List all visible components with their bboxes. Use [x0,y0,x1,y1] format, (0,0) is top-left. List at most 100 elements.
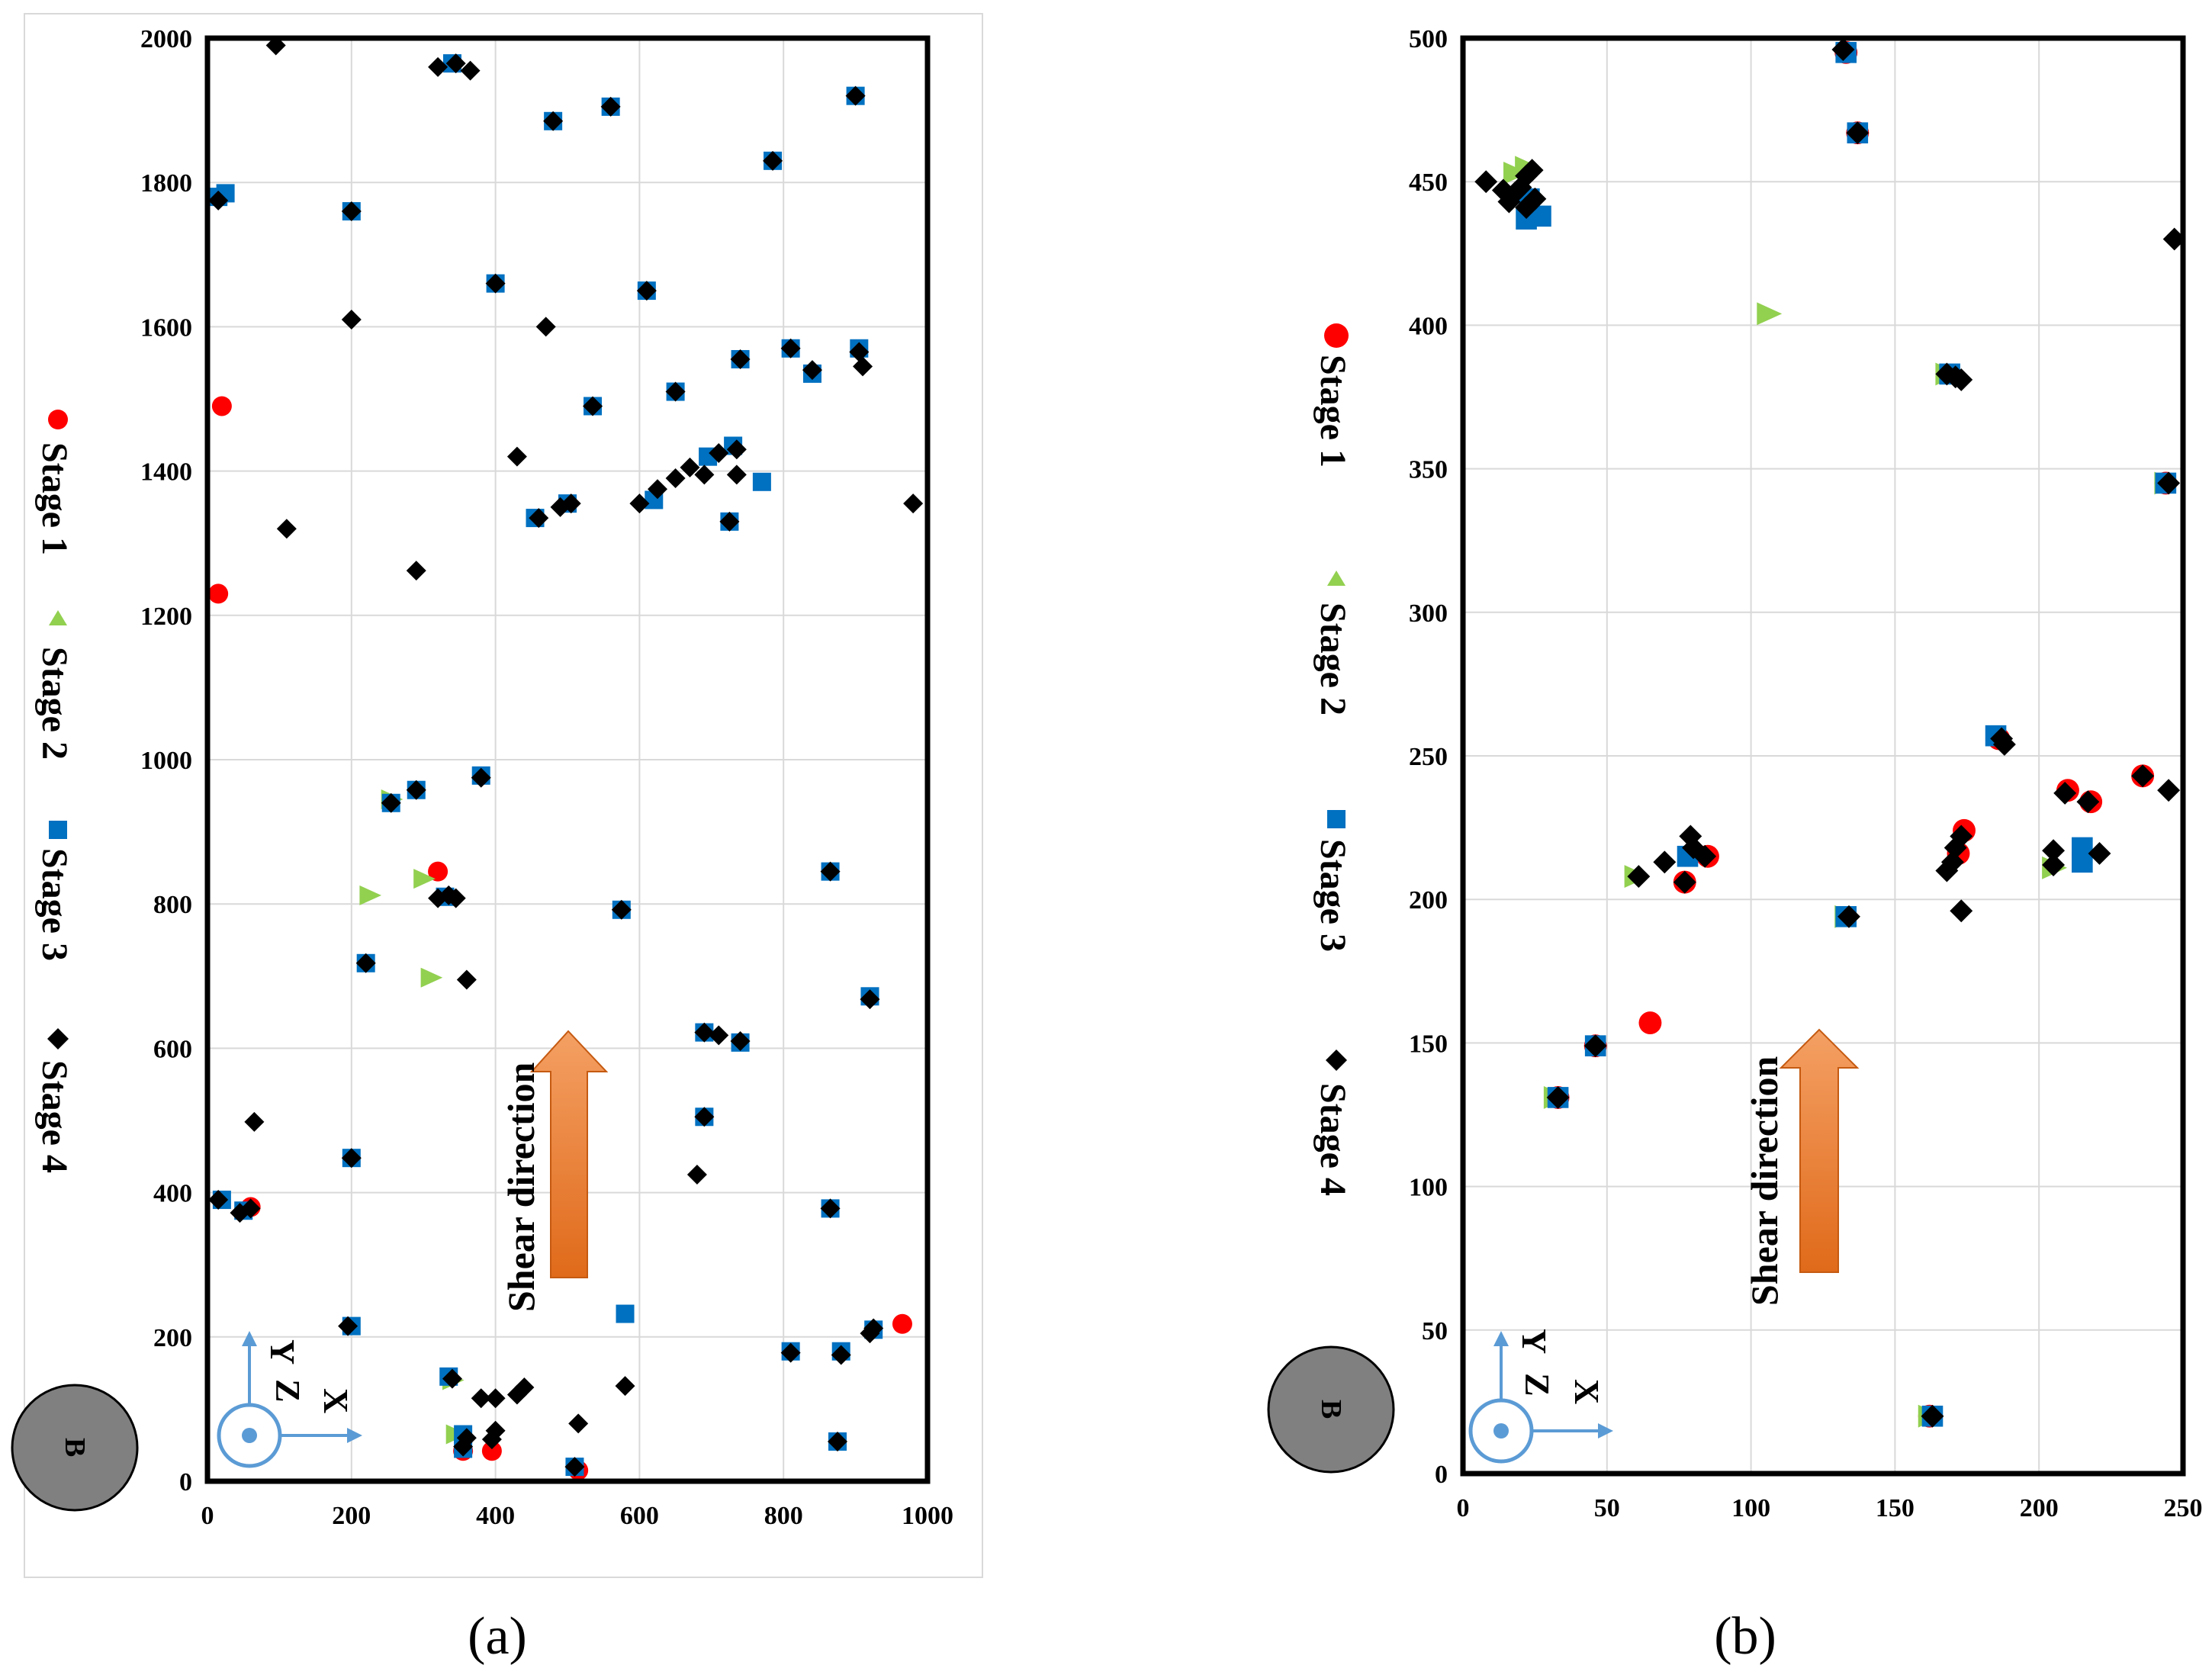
legend-a-stage1-swatch [48,410,68,429]
point-a-stage3-21 [752,472,771,491]
axis-icon-a-y: Y [263,1339,302,1365]
point-a-stage4-17 [780,338,801,358]
panel-b-axes-icon: Y Z X [1468,1329,1613,1464]
point-b-stage4-13 [1950,368,1973,391]
point-b-stage4-22 [2042,839,2066,863]
point-b-stage4-28 [1950,825,1973,848]
point-a-stage4-8 [845,85,866,106]
legend-b-stage2-label: Stage 2 [1313,603,1353,715]
xtick-b-4: 200 [2020,1494,2059,1522]
shear-arrow-a [529,1030,609,1278]
xtick-b-5: 250 [2164,1494,2203,1522]
point-a-stage4-50 [694,1107,715,1127]
point-b-stage4-10 [1846,121,1870,145]
ytick-b-0: 0 [1435,1461,1448,1489]
point-a-stage4-53 [686,1164,707,1185]
point-a-stage4-33 [719,511,740,532]
b-circle-a [11,1384,139,1512]
point-a-stage4-54 [820,1198,841,1219]
point-a-stage1-5 [481,1441,502,1461]
point-a-stage4-19 [849,342,870,362]
point-a-stage4-68 [471,1388,491,1409]
xtick-a-3: 600 [620,1502,659,1530]
point-b-stage1-0 [1638,1011,1662,1035]
panel-a-legend: Stage 1 Stage 2 Stage 3 Stage 4 [34,410,75,1173]
point-a-stage4-12 [535,317,556,337]
point-a-stage4-25 [629,493,650,514]
point-a-stage4-47 [694,1022,715,1043]
xtick-a-5: 1000 [902,1502,953,1530]
point-b-stage4-34 [1673,870,1696,894]
panel-a-plot-border [204,35,931,1484]
ytick-b-3: 150 [1409,1030,1448,1058]
point-a-stage4-29 [694,465,715,485]
point-a-stage4-60 [780,1342,801,1363]
ytick-a-9: 1800 [140,169,192,198]
xtick-b-3: 150 [1876,1494,1915,1522]
panel-a-shear-arrow: Shear direction [500,1030,609,1312]
point-b-stage4-25 [1935,859,1959,882]
panel-a-ticks: 0 200 400 600 800 1000 1200 1400 1600 1800 2000 0 20… [140,25,953,1530]
point-b-stage4-35 [1693,844,1717,868]
b-label-a: B [59,1438,91,1457]
point-a-stage4-42 [445,888,466,908]
legend-b-stage2-swatch [1327,571,1346,586]
point-b-stage4-9 [1831,38,1855,62]
point-a-stage4-13 [636,281,657,301]
point-a-stage4-20 [853,356,873,377]
point-a-stage4-69 [485,1388,506,1409]
ytick-a-6: 1200 [140,603,192,631]
point-a-stage4-22 [276,519,297,539]
point-a-stage4-75 [860,989,880,1010]
ytick-b-8: 400 [1409,312,1448,340]
point-b-stage4-14 [2162,227,2186,251]
axis-icon-a-z: Z [268,1379,307,1403]
ytick-b-10: 500 [1409,25,1448,53]
ytick-b-7: 350 [1409,456,1448,484]
xtick-b-1: 50 [1594,1494,1620,1522]
legend-b-stage3-swatch [1327,810,1346,828]
point-a-stage4-39 [381,792,401,813]
point-a-stage4-67 [456,1428,477,1448]
b-label-b: B [1315,1400,1347,1419]
point-b-stage3-5 [2072,851,2093,873]
point-a-stage4-14 [583,396,603,416]
point-a-stage4-49 [730,1030,751,1051]
point-a-stage4-23 [406,561,426,581]
xtick-b-2: 100 [1731,1494,1770,1522]
legend-b-stage1-swatch [1324,323,1349,348]
point-b-stage4-36 [1837,905,1860,928]
point-a-stage4-1 [428,56,449,77]
point-b-stage4-21 [2076,790,2100,814]
xtick-b-0: 0 [1457,1494,1470,1522]
ytick-b-5: 250 [1409,743,1448,771]
axis-icon-a-x: X [317,1388,355,1413]
point-b-stage4-23 [2042,853,2066,876]
point-b-stage4-26 [1940,850,1964,874]
point-b-stage4-37 [1583,1034,1607,1058]
point-b-stage4-38 [1546,1085,1570,1109]
point-a-stage4-65 [442,1368,462,1389]
point-a-stage4-7 [600,96,621,117]
ytick-b-1: 50 [1422,1317,1448,1345]
ytick-a-7: 1400 [140,458,192,487]
panel-a-annotation: Shear direction [500,1062,542,1312]
point-a-stage4-27 [665,468,686,489]
xtick-a-2: 400 [476,1502,515,1530]
point-b-stage4-2 [1497,190,1521,214]
point-b-stage4-6 [1520,159,1544,182]
point-a-stage4-57 [240,1198,261,1219]
legend-b-stage3-label: Stage 3 [1313,839,1353,952]
panel-b: 0 50 100 150 200 250 300 350 400 450 500 0 50 100 150 2… [1267,25,2203,1666]
point-b-stage4-8 [1515,196,1538,220]
point-a-stage4-36 [561,493,581,514]
point-b-stage4-20 [2053,781,2077,805]
point-a-stage4-61 [831,1345,851,1365]
axis-icon-b-x: X [1567,1379,1606,1404]
ytick-a-8: 1600 [140,313,192,342]
point-a-stage4-26 [648,479,667,500]
point-a-stage1-3 [892,1313,912,1334]
xtick-a-1: 200 [332,1502,371,1530]
point-b-stage4-24 [2088,842,2111,865]
point-a-stage4-4 [208,190,229,211]
